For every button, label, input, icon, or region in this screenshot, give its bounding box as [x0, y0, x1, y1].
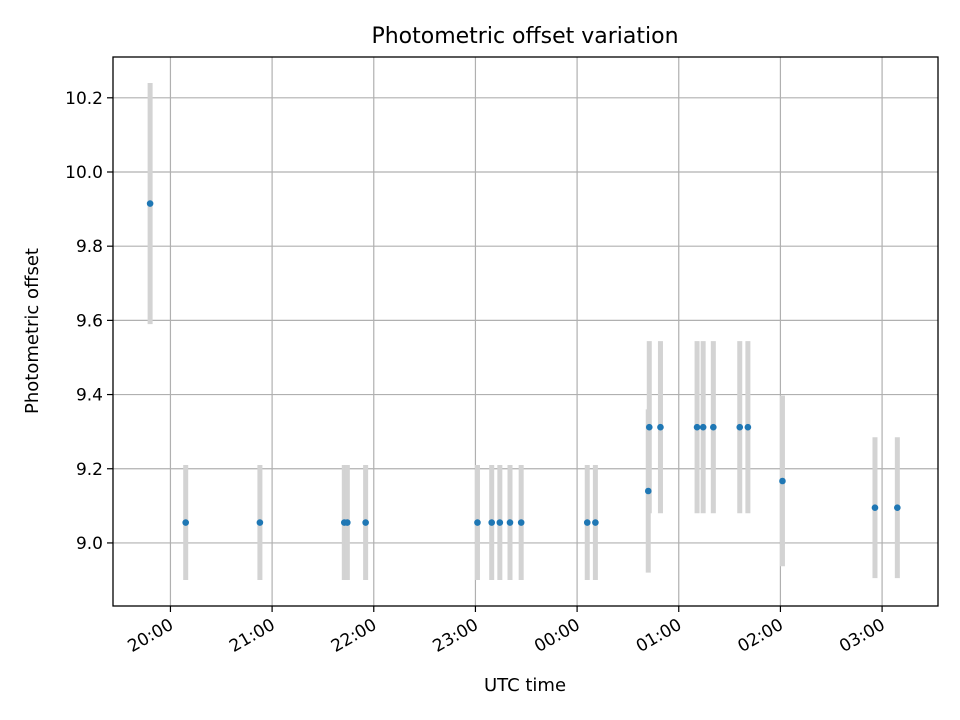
data-points	[146, 200, 901, 526]
data-point	[699, 423, 707, 431]
y-tick-label: 9.6	[76, 311, 103, 331]
data-point	[474, 519, 481, 526]
data-point	[496, 519, 504, 526]
data-point	[779, 477, 786, 485]
data-point	[256, 519, 264, 526]
y-tick-label: 10.2	[65, 89, 103, 109]
y-tick-label: 9.8	[76, 237, 103, 257]
data-point	[736, 423, 744, 431]
data-point	[517, 519, 525, 526]
y-axis-ticks: 9.0 9.2 9.4 9.6 9.8 10.0 10.2	[65, 89, 113, 554]
data-point	[362, 519, 369, 526]
plot-frame	[112, 56, 939, 607]
data-point	[710, 423, 717, 431]
data-point	[645, 423, 653, 431]
data-point	[146, 200, 154, 207]
y-tick-label: 9.0	[76, 534, 103, 554]
data-point	[583, 519, 591, 526]
y-tick-label: 10.0	[65, 163, 103, 183]
chart-title: Photometric offset variation	[371, 24, 678, 49]
data-point	[182, 519, 189, 526]
data-point	[657, 423, 664, 431]
data-point	[506, 519, 514, 526]
x-axis-label: UTC time	[484, 675, 566, 696]
y-tick-label: 9.4	[76, 386, 103, 406]
data-point	[871, 504, 879, 511]
y-tick-label: 9.2	[76, 460, 103, 480]
data-point	[644, 487, 652, 495]
grid	[113, 57, 938, 606]
data-point	[344, 519, 351, 526]
data-point	[744, 423, 752, 431]
data-point	[894, 504, 901, 511]
data-point	[488, 519, 495, 526]
y-axis-label: Photometric offset	[22, 248, 43, 414]
data-point	[592, 519, 599, 526]
data-point	[693, 423, 701, 431]
